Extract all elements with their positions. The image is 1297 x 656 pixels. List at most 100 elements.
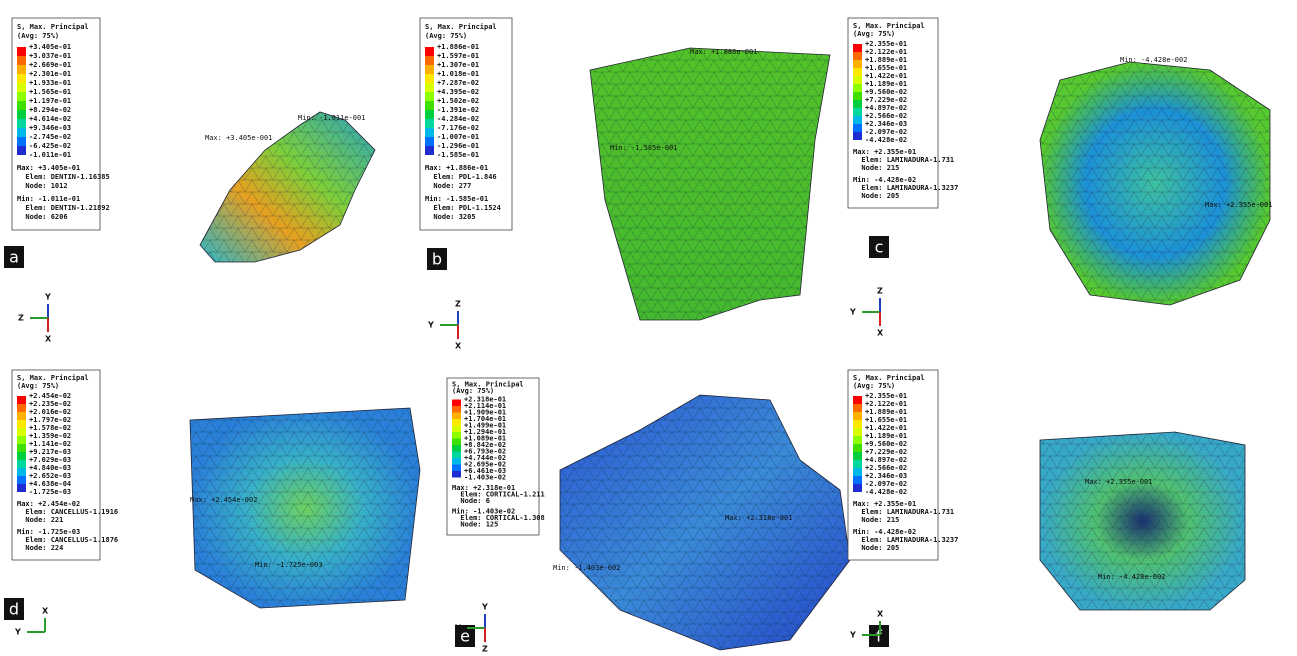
axis-label: Z xyxy=(18,314,24,323)
legend-info: Node: 205 xyxy=(853,544,899,552)
legend-info: Elem: PDL-1.1524 xyxy=(425,204,501,212)
legend-value: +2.301e-01 xyxy=(29,70,71,78)
legend-info: Max: +2.454e-02 xyxy=(17,500,80,508)
extreme-annotation: Max: +3.405e-001 xyxy=(205,134,272,142)
color-band xyxy=(853,428,862,436)
color-band xyxy=(425,92,434,101)
color-band xyxy=(425,146,434,155)
legend-value: +1.422e-01 xyxy=(865,424,907,432)
color-band xyxy=(17,412,26,420)
legend-value: +9.560e-02 xyxy=(865,440,907,448)
legend-info: Elem: DENTIN-1.16385 xyxy=(17,173,110,181)
legend-value: +2.454e-02 xyxy=(29,392,71,400)
legend-info: Elem: LAMINADURA-1.3237 xyxy=(853,184,958,192)
color-band xyxy=(425,137,434,146)
legend-info: Node: 215 xyxy=(853,516,899,524)
legend-info: Max: +2.355e-01 xyxy=(853,148,916,156)
color-band xyxy=(17,110,26,119)
color-band xyxy=(425,101,434,110)
legend-info: Min: -1.011e-01 xyxy=(17,195,80,203)
mesh-lines xyxy=(590,48,830,320)
color-band xyxy=(853,76,862,84)
legend-value: +3.405e-01 xyxy=(29,43,71,51)
color-band xyxy=(853,412,862,420)
axis-label: Z xyxy=(877,287,883,296)
legend-value: +2.235e-02 xyxy=(29,400,71,408)
legend-value: -6.425e-02 xyxy=(29,142,71,150)
color-band xyxy=(17,476,26,484)
color-band xyxy=(17,92,26,101)
color-band xyxy=(452,406,461,413)
legend-value: +4.395e-02 xyxy=(437,88,479,96)
legend-value: +4.840e-03 xyxy=(29,464,71,472)
legend-value: +2.346e-03 xyxy=(865,472,907,480)
legend-value: +1.422e-01 xyxy=(865,72,907,80)
color-band xyxy=(17,452,26,460)
color-band xyxy=(452,439,461,446)
legend-value: +2.669e-01 xyxy=(29,61,71,69)
legend-title: S, Max. Principal xyxy=(425,23,497,31)
color-band xyxy=(452,400,461,407)
panel-label: b xyxy=(432,250,442,269)
legend-value: +1.597e-01 xyxy=(437,52,479,60)
color-band xyxy=(17,83,26,92)
color-band xyxy=(853,468,862,476)
legend-title: S, Max. Principal xyxy=(17,23,89,31)
color-band xyxy=(853,404,862,412)
axis-label: Y xyxy=(849,308,856,317)
color-band xyxy=(17,47,26,56)
legend-value: +1.933e-01 xyxy=(29,79,71,87)
extreme-annotation: Min: -1.725e-003 xyxy=(255,561,322,569)
legend-value: -1.391e-02 xyxy=(437,106,479,114)
extreme-annotation: Max: +2.355e-001 xyxy=(1085,478,1152,486)
legend-value: +1.018e-01 xyxy=(437,70,479,78)
legend-info: Elem: DENTIN-1.21892 xyxy=(17,204,110,212)
legend-value: -4.428e-02 xyxy=(865,488,907,496)
color-band xyxy=(17,146,26,155)
legend-value: +1.359e-02 xyxy=(29,432,71,440)
legend-value: +7.229e-02 xyxy=(865,448,907,456)
legend-value: +4.614e-02 xyxy=(29,115,71,123)
color-band xyxy=(452,458,461,465)
extreme-annotation: Min: -4.428e-002 xyxy=(1098,573,1165,581)
legend-avg: (Avg: 75%) xyxy=(17,32,59,40)
figure: S, Max. Principal(Avg: 75%)+3.405e-01+3.… xyxy=(0,0,1297,656)
color-band xyxy=(425,128,434,137)
legend-value: +1.189e-01 xyxy=(865,432,907,440)
color-band xyxy=(17,420,26,428)
legend-info: Node: 125 xyxy=(452,521,498,529)
legend-value: -1.585e-01 xyxy=(437,151,479,159)
legend-info: Node: 1012 xyxy=(17,182,68,190)
legend-value: +1.565e-01 xyxy=(29,88,71,96)
color-band xyxy=(853,476,862,484)
legend-info: Node: 224 xyxy=(17,544,63,552)
panel: S, Max. Principal(Avg: 75%)+2.318e-01+2.… xyxy=(447,378,850,654)
legend-value: +1.578e-02 xyxy=(29,424,71,432)
legend-info: Node: 277 xyxy=(425,182,471,190)
color-band xyxy=(853,100,862,108)
legend-value: -2.097e-02 xyxy=(865,480,907,488)
color-band xyxy=(853,484,862,492)
panel: S, Max. Principal(Avg: 75%)+2.355e-01+2.… xyxy=(848,370,1245,647)
mesh-lines xyxy=(190,408,420,608)
extreme-annotation: Max: +1.886e-001 xyxy=(690,48,757,56)
legend-value: +7.287e-02 xyxy=(437,79,479,87)
color-band xyxy=(452,432,461,439)
legend-value: +1.889e-01 xyxy=(865,408,907,416)
legend-value: +2.122e-01 xyxy=(865,48,907,56)
panel: S, Max. Principal(Avg: 75%)+2.355e-01+2.… xyxy=(848,18,1272,338)
color-band xyxy=(425,83,434,92)
color-band xyxy=(452,413,461,420)
color-band xyxy=(853,84,862,92)
legend-info: Min: -4.428e-02 xyxy=(853,528,916,536)
color-band xyxy=(425,47,434,56)
legend-value: +1.655e-01 xyxy=(865,64,907,72)
axis-label: Y xyxy=(44,293,51,302)
legend-value: +3.037e-01 xyxy=(29,52,71,60)
color-band xyxy=(425,119,434,128)
legend-value: +4.897e-02 xyxy=(865,104,907,112)
color-band xyxy=(853,444,862,452)
legend-value: +4.897e-02 xyxy=(865,456,907,464)
legend-info: Max: +1.886e-01 xyxy=(425,164,488,172)
color-band xyxy=(17,428,26,436)
